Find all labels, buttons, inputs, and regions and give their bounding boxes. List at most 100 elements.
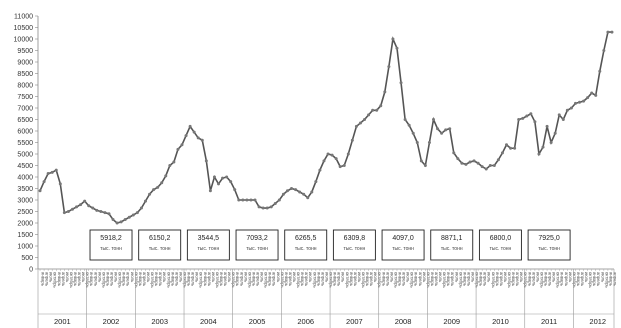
data-point (468, 160, 472, 164)
data-point (513, 146, 517, 150)
x-month-label: апрель (450, 272, 455, 287)
y-tick-label: 10500 (14, 25, 34, 32)
data-point (212, 175, 216, 179)
y-tick-label: 1000 (17, 243, 33, 250)
data-point (184, 134, 188, 138)
annotation-box (138, 229, 182, 261)
data-point (545, 124, 549, 128)
data-point (541, 145, 545, 149)
data-point (152, 188, 156, 192)
data-point (314, 180, 318, 184)
data-point (561, 118, 565, 121)
x-month-label: январь (430, 272, 435, 287)
x-month-label: октябрь (53, 272, 58, 288)
x-month-label: октябрь (556, 272, 561, 288)
x-month-label: октябрь (410, 272, 415, 288)
data-point (66, 210, 70, 213)
data-point (375, 108, 379, 112)
annotation-value: 5918,2 (100, 235, 122, 242)
data-point (261, 206, 265, 210)
data-point (533, 120, 537, 124)
data-point (602, 49, 606, 52)
data-point (480, 165, 484, 169)
x-month-label: октябрь (150, 272, 155, 288)
data-point (525, 114, 529, 118)
data-point (208, 189, 212, 193)
data-point (285, 189, 289, 193)
annotation-value: 7925,0 (538, 235, 560, 242)
x-month-label: октябрь (199, 272, 204, 288)
data-point (594, 93, 598, 97)
annotation-unit: тыс. тонн (538, 246, 560, 252)
x-month-label: октябрь (329, 272, 334, 288)
x-year-label: 2012 (589, 317, 606, 326)
annotation-box (186, 229, 230, 261)
x-month-label: январь (316, 272, 321, 287)
x-month-label: апрель (239, 272, 244, 287)
x-month-label: октябрь (85, 272, 90, 288)
data-point (58, 182, 62, 186)
data-point (383, 90, 387, 94)
data-point (91, 206, 95, 210)
x-month-label: октябрь (345, 272, 350, 288)
x-month-label: январь (544, 272, 549, 287)
x-month-label: апрель (158, 272, 163, 287)
x-month-label: январь (414, 272, 419, 287)
data-point (245, 198, 249, 202)
data-point (476, 161, 480, 165)
x-month-label: апрель (499, 272, 504, 287)
data-point (338, 165, 342, 169)
x-month-label: июль (454, 272, 459, 283)
annotation-unit: тыс. тонн (198, 246, 220, 252)
data-point (115, 221, 119, 225)
x-year-label: 2003 (151, 317, 168, 326)
data-point (233, 188, 237, 192)
x-month-label: апрель (434, 272, 439, 287)
data-point (371, 108, 375, 112)
x-month-label: апрель (580, 272, 585, 287)
data-point (407, 123, 411, 127)
x-month-label: апрель (142, 272, 147, 287)
x-month-label: январь (170, 272, 175, 287)
x-month-label: июль (422, 272, 427, 283)
data-point (598, 69, 602, 73)
y-tick-label: 3000 (17, 197, 33, 204)
data-point (573, 101, 577, 105)
y-tick-label: 7500 (17, 94, 33, 101)
data-point (464, 162, 468, 166)
data-point (180, 143, 184, 147)
x-month-label: январь (349, 272, 354, 287)
data-point (123, 218, 127, 222)
data-point (436, 127, 440, 131)
x-month-label: январь (219, 272, 224, 287)
data-point (342, 164, 346, 167)
data-point (427, 141, 431, 144)
annotation-unit: тыс. тонн (149, 246, 171, 252)
x-month-label: январь (462, 272, 467, 287)
data-point (517, 118, 521, 121)
data-point (241, 198, 245, 202)
x-month-label: апрель (61, 272, 66, 287)
y-tick-label: 8000 (17, 82, 33, 89)
x-month-label: июль (373, 272, 378, 283)
annotation-box (430, 229, 474, 261)
x-year-label: 2001 (54, 317, 71, 326)
data-point (290, 187, 294, 190)
annotation-value: 3544,5 (198, 235, 220, 242)
y-tick-label: 4500 (17, 163, 33, 170)
x-year-label: 2007 (346, 317, 363, 326)
x-month-label: апрель (337, 272, 342, 287)
data-point (411, 131, 415, 135)
annotation-box (284, 229, 328, 261)
x-month-label: июль (114, 272, 119, 283)
x-month-label: январь (89, 272, 94, 287)
data-point (107, 212, 111, 216)
data-point (156, 185, 160, 189)
annotation-box (478, 229, 522, 261)
x-year-label: 2005 (249, 317, 266, 326)
x-month-label: июль (292, 272, 297, 283)
x-month-label: январь (57, 272, 62, 287)
data-point (391, 37, 395, 41)
data-point (281, 192, 285, 196)
data-point (253, 198, 257, 202)
